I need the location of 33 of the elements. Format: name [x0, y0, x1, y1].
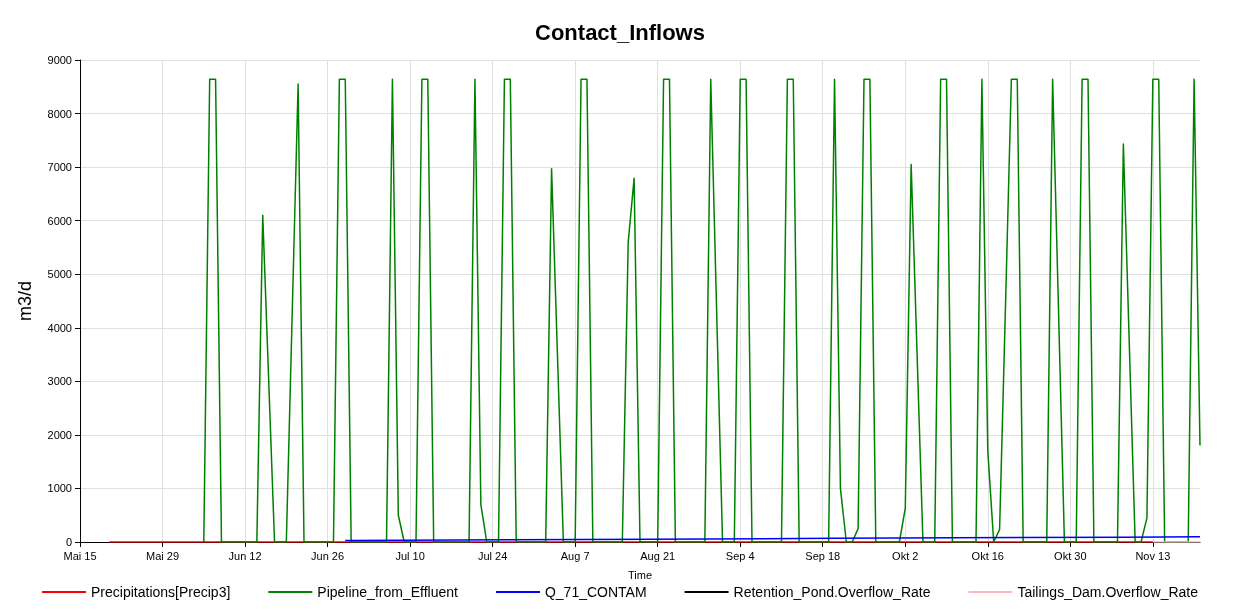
legend-label: Pipeline_from_Effluent	[317, 584, 459, 600]
line-series	[203, 78, 1201, 543]
x-tick-label: Okt 2	[892, 549, 919, 562]
x-tick-label: Aug 21	[640, 549, 676, 562]
y-tick-label: 3000	[47, 375, 72, 388]
y-tick-label: 1000	[47, 482, 72, 495]
x-tick-label: Nov 13	[1135, 549, 1171, 562]
x-tick-label: Jun 12	[228, 549, 262, 562]
legend-label: Retention_Pond.Overflow_Rate	[733, 584, 931, 600]
legend-label: Q_71_CONTAM	[544, 584, 647, 600]
x-axis-title: Time	[627, 568, 653, 581]
x-tick-label: Jul 24	[477, 549, 508, 562]
y-tick-label: 0	[65, 536, 72, 548]
y-tick-label: 5000	[47, 268, 72, 281]
y-axis-title: m3/d	[15, 280, 35, 322]
x-tick-label: Jul 10	[395, 549, 425, 562]
y-tick-label: 4000	[47, 321, 72, 334]
y-tick-label: 8000	[47, 107, 72, 120]
x-tick-label: Jun 26	[311, 549, 345, 562]
y-tick-label: 2000	[47, 428, 72, 441]
x-tick-label: Sep 4	[725, 549, 755, 562]
x-tick-label: Mai 15	[63, 549, 97, 562]
y-tick-label: 7000	[47, 161, 72, 174]
y-tick-label: 6000	[47, 214, 72, 227]
x-tick-label: Okt 16	[971, 549, 1004, 562]
chart-title: Contact_Inflows	[535, 19, 705, 45]
x-tick-label: Okt 30	[1054, 549, 1087, 562]
legend-label: Tailings_Dam.Overflow_Rate	[1017, 584, 1199, 600]
x-tick-label: Aug 7	[560, 549, 590, 562]
x-tick-label: Mai 29	[146, 549, 180, 562]
x-tick-label: Sep 18	[805, 549, 841, 562]
y-tick-label: 9000	[47, 54, 72, 66]
legend-label: Precipitations[Precip3]	[91, 584, 231, 600]
